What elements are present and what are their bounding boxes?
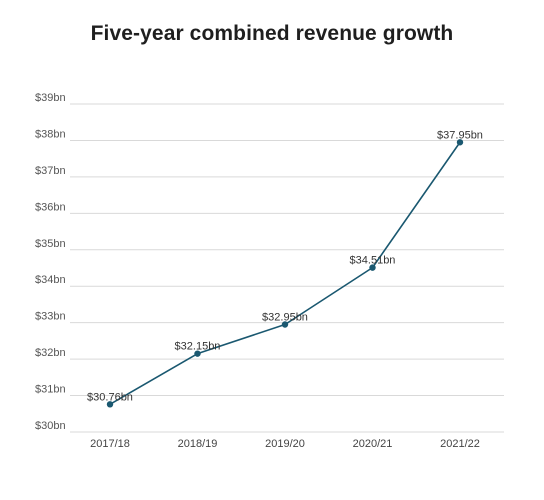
data-labels: $30.76bn $32.15bn $32.95bn $34.51bn $37.95bn xyxy=(87,129,483,403)
y-tick-label: $38bn xyxy=(35,128,66,140)
x-tick-label: 2018/19 xyxy=(178,438,218,450)
grid xyxy=(70,103,504,433)
y-tick-label: $37bn xyxy=(35,165,66,177)
chart-title: Five-year combined revenue growth xyxy=(90,22,454,45)
data-label: $34.51bn xyxy=(350,255,396,267)
data-label: $30.76bn xyxy=(87,391,133,403)
x-tick-label: 2019/20 xyxy=(265,438,305,450)
y-tick-label: $39bn xyxy=(35,92,66,104)
data-label: $32.95bn xyxy=(262,311,308,323)
series-line xyxy=(109,141,461,405)
y-axis-ticks: $30bn $31bn $32bn $33bn $34bn $35bn $36bn $37bn… xyxy=(35,92,66,432)
x-axis-ticks: 2017/18 2018/19 2019/20 2020/21 2021/22 xyxy=(90,438,480,450)
x-tick-label: 2021/22 xyxy=(440,438,480,450)
data-point xyxy=(106,401,114,408)
series-points xyxy=(106,139,464,408)
y-tick-label: $31bn xyxy=(35,384,66,396)
data-point xyxy=(369,264,376,271)
data-point xyxy=(194,350,201,357)
y-tick-label: $33bn xyxy=(35,311,66,323)
series-lines xyxy=(109,141,461,405)
data-label: $32.15bn xyxy=(175,341,221,353)
y-tick-label: $35bn xyxy=(35,238,66,250)
y-tick-label: $36bn xyxy=(35,201,66,213)
data-point xyxy=(456,139,464,146)
x-tick-label: 2017/18 xyxy=(90,438,130,450)
y-tick-label: $30bn xyxy=(35,420,66,432)
x-tick-label: 2020/21 xyxy=(353,438,393,450)
data-point xyxy=(281,321,289,328)
y-tick-label: $34bn xyxy=(35,274,66,286)
y-tick-label: $32bn xyxy=(35,347,66,359)
data-label: $37.95bn xyxy=(437,129,483,141)
